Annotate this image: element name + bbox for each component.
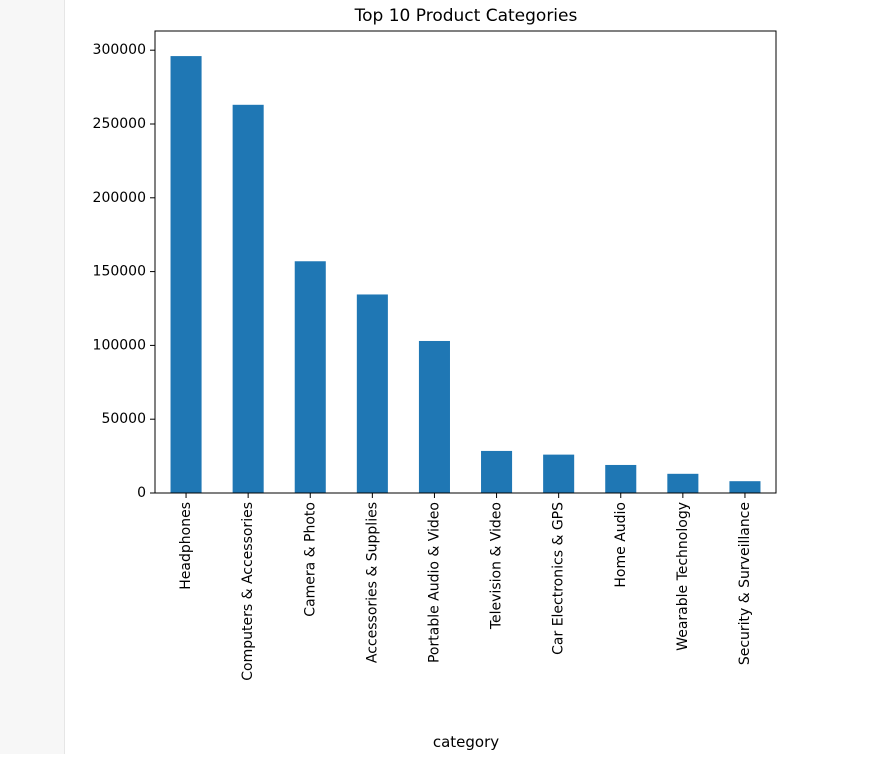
y-tick-label: 50000: [101, 411, 146, 427]
y-tick-label: 0: [137, 485, 146, 501]
x-tick-label: Portable Audio & Video: [426, 502, 442, 663]
x-tick-label: Home Audio: [613, 502, 629, 588]
bar: [481, 450, 513, 493]
x-tick-label: Security & Surveillance: [737, 502, 753, 665]
bar: [232, 104, 264, 494]
bar: [605, 464, 637, 493]
x-tick-label: Accessories & Supplies: [364, 502, 380, 663]
x-tick-label: Camera & Photo: [302, 502, 318, 617]
x-axis-label: category: [433, 733, 499, 751]
bar: [418, 340, 450, 493]
x-tick-label: Car Electronics & GPS: [551, 502, 567, 655]
y-tick-label: 250000: [93, 116, 146, 132]
plot-frame: [154, 30, 777, 494]
y-tick-label: 200000: [93, 190, 146, 206]
bar: [170, 56, 202, 494]
x-tick-label: Wearable Technology: [675, 502, 691, 651]
bar: [543, 454, 575, 493]
x-tick-label: Television & Video: [489, 502, 505, 630]
y-tick-label: 100000: [93, 337, 146, 353]
x-tick-label: Computers & Accessories: [240, 502, 256, 681]
bar: [294, 261, 326, 493]
notebook-gutter: [0, 0, 65, 754]
y-tick-label: 300000: [93, 42, 146, 58]
x-tick-label: Headphones: [178, 502, 194, 590]
bar: [729, 481, 761, 493]
chart-title: Top 10 Product Categories: [354, 6, 578, 26]
bar: [667, 473, 699, 493]
bar: [356, 294, 388, 493]
y-tick-label: 150000: [93, 264, 146, 280]
